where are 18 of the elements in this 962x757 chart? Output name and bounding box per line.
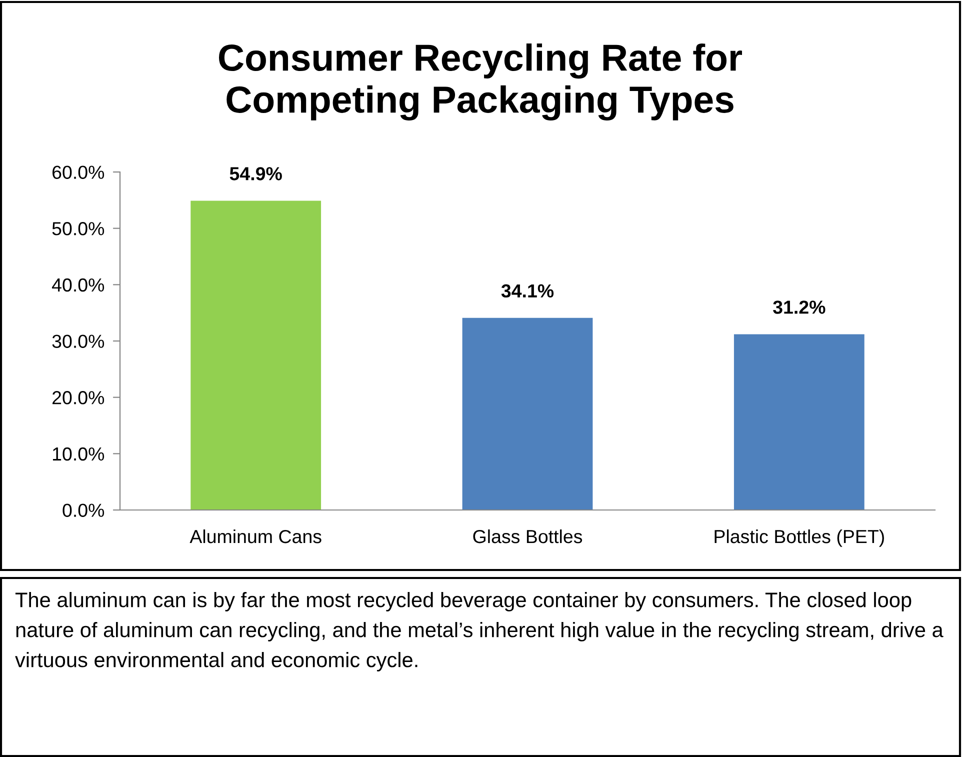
bar <box>190 200 322 510</box>
x-tick-label: Plastic Bottles (PET) <box>714 529 884 547</box>
y-tick-label: 50.0% <box>52 222 104 236</box>
data-label: 54.9% <box>230 167 282 180</box>
y-tick-label: 20.0% <box>52 391 104 404</box>
x-tick-label: Glass Bottles <box>473 529 582 544</box>
y-tick-label: 0.0% <box>62 504 104 517</box>
text: The aluminum can is by far the most recycled beverage container by consumers. The closed loop nature of aluminum can recycling, and the metal’s inherent high value in the recycling stream, drive a virtuous environmental and economic cycle. <box>15 592 944 672</box>
x-tick-label: Aluminum Cans <box>190 529 322 544</box>
chart-title: Consumer Recycling Rate for Competing Packaging Types <box>218 43 742 121</box>
y-tick-label: 60.0% <box>52 166 104 179</box>
data-label: 31.2% <box>773 300 826 314</box>
y-tick-label: 40.0% <box>52 278 104 292</box>
y-tick-label: 10.0% <box>52 447 104 461</box>
bar <box>462 318 593 510</box>
y-tick-label: 30.0% <box>52 334 104 348</box>
bar <box>734 334 864 510</box>
data-label: 34.1% <box>501 284 554 298</box>
